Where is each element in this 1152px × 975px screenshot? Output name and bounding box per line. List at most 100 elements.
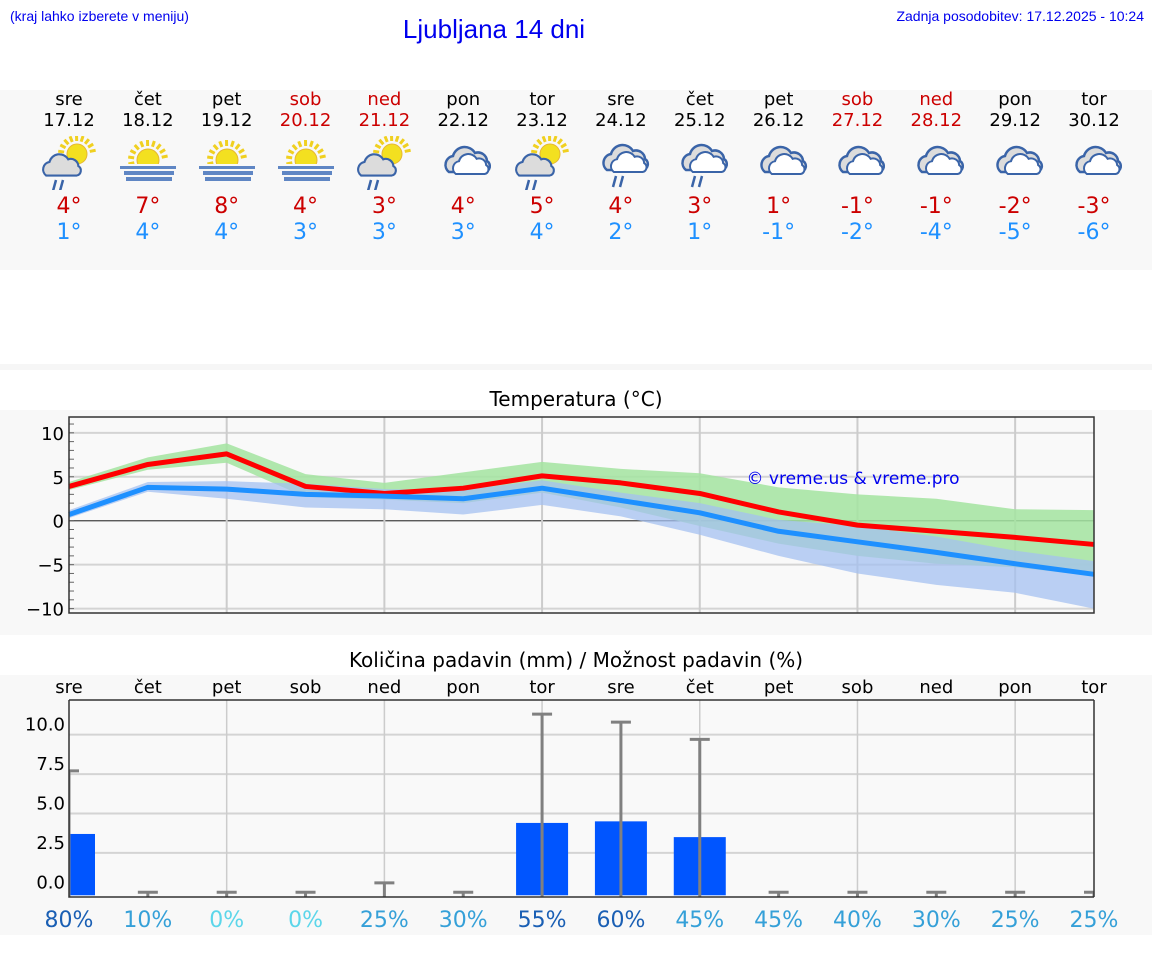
day-name: pon	[998, 89, 1033, 110]
min-temperature: 1°	[56, 220, 82, 245]
day-label: sre	[55, 677, 82, 698]
y-tick-label: 2.5	[36, 833, 65, 854]
bars-group	[69, 712, 1094, 897]
y-tick-label: 10.0	[25, 715, 65, 736]
day-label: tor	[529, 677, 555, 698]
sun-fog-icon	[196, 139, 257, 190]
max-temperature: -1°	[840, 194, 874, 219]
cloudy-rain-icon	[681, 143, 728, 188]
precipitation-probability: 0%	[288, 908, 323, 933]
day-name: tor	[1081, 89, 1107, 110]
y-tick-label: 0	[53, 512, 64, 533]
day-forecast: ned 21.12 3° 3°	[344, 90, 424, 246]
cloudy-icon	[996, 145, 1044, 176]
day-name: sre	[607, 89, 635, 110]
precipitation-probability: 55%	[518, 908, 567, 933]
min-temperature: -5°	[998, 220, 1032, 245]
y-tick-label: −5	[37, 556, 64, 577]
max-temperature: -2°	[998, 194, 1032, 219]
day-forecast: sob 27.12 -1° -2°	[817, 90, 897, 246]
day-date: 28.12	[910, 110, 963, 131]
cloudy-rain-icon	[602, 143, 649, 188]
day-forecast: pon 29.12 -2° -5°	[975, 90, 1055, 246]
day-date: 29.12	[989, 110, 1041, 131]
max-temperature: 8°	[214, 194, 240, 219]
precipitation-probability: 45%	[675, 908, 724, 933]
day-name: pon	[446, 89, 481, 110]
daily-forecast-strip: sre 17.12 4° 1° čet 18.12 7° 4° pet 19.12 8° 4° sob 2…	[0, 90, 1152, 270]
page-title: Ljubljana 14 dni	[402, 14, 586, 44]
min-temperature: 2°	[608, 220, 634, 245]
max-temperature: 3°	[687, 194, 713, 219]
precipitation-probability: 25%	[360, 908, 409, 933]
precipitation-probability: 30%	[912, 908, 961, 933]
plot-frame	[68, 416, 1095, 614]
day-forecast: sre 24.12 4° 2°	[581, 90, 661, 246]
day-name: čet	[685, 89, 714, 110]
min-temperature: 4°	[214, 220, 240, 245]
plot-area	[69, 700, 1094, 897]
day-label: ned	[919, 677, 953, 698]
day-name: pet	[763, 89, 794, 110]
temperature-chart-panel: 10 5 0 −5 −10 © vreme.us & vreme.pro	[0, 410, 1152, 635]
day-date: 19.12	[200, 110, 253, 131]
max-temperature: -3°	[1077, 194, 1111, 219]
cloudy-icon	[917, 145, 965, 176]
day-date: 30.12	[1068, 110, 1120, 131]
precipitation-bar	[69, 833, 95, 896]
day-date: 18.12	[122, 110, 174, 131]
day-label: pet	[212, 677, 242, 698]
precipitation-chart-title: Količina padavin (mm) / Možnost padavin …	[348, 648, 804, 672]
sun-fog-icon	[275, 139, 336, 190]
day-name: čet	[133, 89, 162, 110]
day-forecast: pon 22.12 4° 3°	[423, 90, 503, 246]
precipitation-probability: 40%	[833, 908, 882, 933]
min-temperature: 4°	[529, 220, 555, 245]
cloudy-icon	[1075, 145, 1123, 176]
max-temperature: 4°	[608, 194, 634, 219]
day-label: sre	[607, 677, 634, 698]
y-tick-label: 5	[53, 468, 64, 489]
max-temperature: 3°	[371, 194, 397, 219]
y-tick-label: 0.0	[36, 872, 65, 893]
plot-axes	[68, 700, 1094, 898]
day-forecast: sob 20.12 4° 3°	[266, 90, 346, 246]
sun-fog-icon	[117, 139, 178, 190]
day-name: tor	[529, 89, 555, 110]
precipitation-probability: 25%	[991, 908, 1040, 933]
day-label: čet	[134, 677, 162, 698]
max-temperature: 4°	[56, 194, 82, 219]
sun-cloud-rain-icon	[357, 136, 412, 190]
day-label: sob	[290, 677, 322, 698]
day-date: 20.12	[279, 110, 332, 131]
min-temperature: 4°	[135, 220, 161, 245]
min-temperature: 3°	[450, 220, 476, 245]
day-name: pet	[211, 89, 242, 110]
day-date: 25.12	[674, 110, 726, 131]
precipitation-chart: sre čet pet sob ned pon tor sre čet pet sob ned pon t…	[25, 677, 1119, 933]
day-forecast: tor 30.12 -3° -6°	[1054, 90, 1134, 246]
max-temperature: 4°	[450, 194, 476, 219]
day-forecast: čet 18.12 7° 4°	[108, 90, 188, 246]
day-forecast: tor 23.12 5° 4°	[502, 90, 582, 246]
day-forecast: pet 19.12 8° 4°	[187, 90, 267, 246]
max-temperature: 1°	[766, 194, 792, 219]
max-temperature: 5°	[529, 194, 555, 219]
location-hint-link[interactable]: (kraj lahko izberete v meniju)	[10, 8, 189, 24]
min-temperature-line	[68, 484, 1095, 577]
min-temperature: 3°	[371, 220, 397, 245]
max-temperature: 7°	[135, 194, 161, 219]
sun-cloud-rain-icon	[515, 136, 569, 190]
day-date: 27.12	[831, 110, 884, 131]
day-label: tor	[1081, 677, 1107, 698]
min-temperature: -1°	[762, 220, 796, 245]
last-updated: Zadnja posodobitev: 17.12.2025 - 10:24	[896, 8, 1144, 24]
max-temperature: 4°	[293, 194, 319, 219]
cloudy-icon	[838, 145, 886, 176]
day-label: ned	[367, 677, 401, 698]
day-name: sob	[289, 89, 322, 110]
y-tick-label: −10	[26, 600, 64, 621]
temperature-chart: 10 5 0 −5 −10 © vreme.us & vreme.pro	[26, 416, 1095, 621]
day-label: pon	[998, 677, 1032, 698]
day-label: sob	[842, 677, 874, 698]
